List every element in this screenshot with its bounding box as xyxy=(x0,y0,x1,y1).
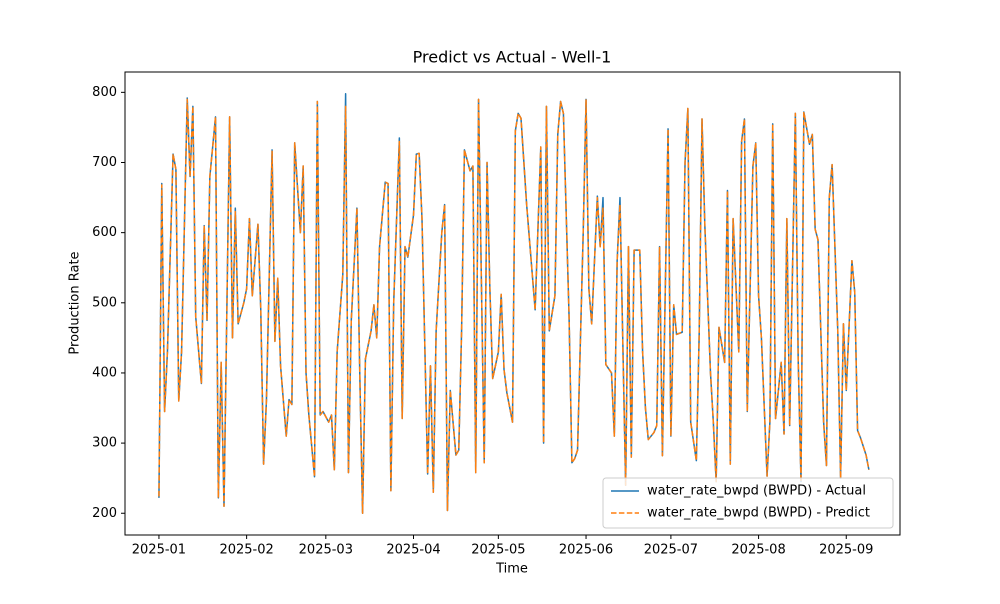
y-axis-label: Production Rate xyxy=(68,251,83,354)
legend: water_rate_bwpd (BWPD) - Actual water_rat… xyxy=(602,477,894,529)
x-tick-label: 2025-03 xyxy=(299,543,353,558)
y-tick-label: 800 xyxy=(92,85,117,100)
y-tick-label: 500 xyxy=(92,295,117,310)
y-tick-label: 700 xyxy=(92,155,117,170)
legend-label: water_rate_bwpd (BWPD) - Predict xyxy=(647,506,870,521)
legend-label: water_rate_bwpd (BWPD) - Actual xyxy=(647,484,866,499)
x-tick-label: 2025-09 xyxy=(819,543,873,558)
chart-title: Predict vs Actual - Well-1 xyxy=(413,48,612,67)
y-tick-label: 200 xyxy=(92,506,117,521)
y-tick-label: 400 xyxy=(92,365,117,380)
plot-frame xyxy=(124,71,901,536)
x-tick-label: 2025-06 xyxy=(559,543,613,558)
x-tick-label: 2025-01 xyxy=(132,543,186,558)
y-tick-label: 600 xyxy=(92,225,117,240)
data-line xyxy=(158,98,870,514)
legend-box xyxy=(602,477,894,529)
y-tick-label: 300 xyxy=(92,436,117,451)
x-tick-label: 2025-07 xyxy=(644,543,698,558)
x-tick-label: 2025-05 xyxy=(471,543,525,558)
x-tick-label: 2025-02 xyxy=(219,543,273,558)
x-tick-label: 2025-08 xyxy=(731,543,785,558)
x-axis-label: Time xyxy=(495,562,528,577)
x-tick-label: 2025-04 xyxy=(386,543,440,558)
